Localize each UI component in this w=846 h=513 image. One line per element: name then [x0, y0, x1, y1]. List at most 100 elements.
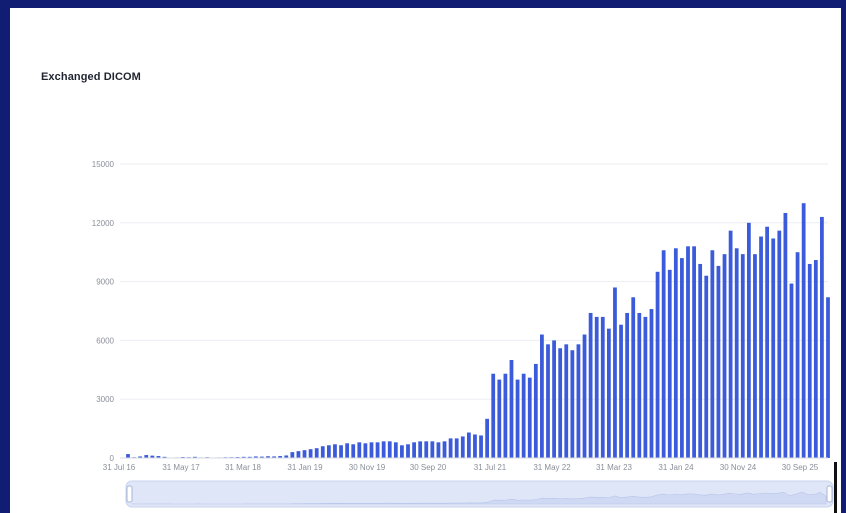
bar[interactable]: [497, 379, 502, 458]
bar[interactable]: [296, 451, 301, 458]
bar[interactable]: [418, 441, 423, 458]
bar[interactable]: [381, 441, 386, 458]
bar[interactable]: [466, 432, 471, 458]
bar[interactable]: [655, 271, 660, 458]
bar[interactable]: [272, 456, 276, 458]
bar[interactable]: [576, 344, 581, 458]
bar[interactable]: [473, 434, 477, 458]
bar[interactable]: [643, 316, 648, 458]
bar[interactable]: [375, 442, 380, 458]
bar[interactable]: [454, 438, 459, 458]
bar[interactable]: [442, 441, 447, 458]
bar[interactable]: [765, 226, 770, 458]
bar[interactable]: [150, 455, 155, 458]
bar[interactable]: [266, 456, 270, 458]
bar[interactable]: [631, 297, 636, 458]
bar[interactable]: [138, 456, 143, 458]
bar[interactable]: [387, 441, 392, 458]
bar[interactable]: [515, 379, 520, 458]
bar[interactable]: [284, 455, 289, 458]
bar[interactable]: [436, 442, 441, 458]
bar[interactable]: [247, 456, 252, 458]
bar[interactable]: [619, 324, 623, 458]
bar[interactable]: [540, 334, 544, 458]
bar[interactable]: [734, 248, 739, 458]
bar[interactable]: [680, 258, 684, 458]
bar[interactable]: [740, 254, 745, 458]
bar[interactable]: [253, 456, 258, 458]
bar[interactable]: [771, 238, 776, 458]
bar[interactable]: [594, 316, 599, 458]
bar[interactable]: [406, 444, 410, 458]
bar[interactable]: [320, 446, 325, 458]
bar[interactable]: [692, 246, 696, 458]
bar[interactable]: [302, 450, 307, 458]
bar[interactable]: [156, 456, 161, 458]
bar[interactable]: [807, 263, 812, 458]
bar[interactable]: [704, 275, 709, 458]
bar[interactable]: [564, 344, 569, 458]
bar[interactable]: [649, 309, 654, 458]
bar[interactable]: [710, 250, 715, 458]
bar[interactable]: [570, 350, 575, 458]
bar[interactable]: [600, 316, 605, 458]
bar[interactable]: [314, 448, 319, 458]
bar[interactable]: [460, 436, 465, 458]
bar[interactable]: [777, 230, 782, 458]
bar[interactable]: [546, 344, 550, 458]
bar[interactable]: [722, 254, 727, 458]
bar[interactable]: [637, 312, 642, 458]
bar[interactable]: [613, 287, 617, 458]
bar[interactable]: [393, 442, 398, 458]
bar[interactable]: [789, 283, 794, 458]
bar[interactable]: [728, 230, 733, 458]
bar[interactable]: [753, 254, 757, 458]
bar[interactable]: [813, 260, 818, 458]
bar[interactable]: [552, 340, 556, 458]
bar[interactable]: [430, 441, 435, 458]
range-selector[interactable]: [125, 480, 834, 508]
bar[interactable]: [716, 265, 721, 458]
bar[interactable]: [820, 216, 824, 458]
bar[interactable]: [533, 363, 538, 458]
bar[interactable]: [448, 438, 453, 458]
range-handle-right[interactable]: [826, 485, 833, 503]
bar[interactable]: [527, 377, 532, 458]
bar[interactable]: [588, 312, 593, 458]
bar[interactable]: [241, 456, 246, 458]
range-handle-left[interactable]: [126, 485, 133, 503]
bar[interactable]: [369, 442, 374, 458]
bar[interactable]: [339, 445, 343, 458]
bar[interactable]: [479, 435, 483, 458]
bar[interactable]: [193, 456, 197, 458]
bar[interactable]: [686, 246, 690, 458]
bar[interactable]: [345, 443, 350, 458]
bar[interactable]: [826, 297, 830, 458]
bar[interactable]: [667, 269, 672, 458]
bar[interactable]: [783, 213, 788, 458]
bar[interactable]: [795, 252, 800, 458]
bar[interactable]: [801, 203, 806, 458]
bar[interactable]: [759, 236, 763, 458]
bar[interactable]: [491, 373, 496, 458]
bar[interactable]: [521, 373, 526, 458]
bar[interactable]: [333, 444, 337, 458]
bar[interactable]: [673, 248, 678, 458]
bar[interactable]: [400, 445, 404, 458]
bar[interactable]: [503, 373, 508, 458]
bar[interactable]: [582, 334, 587, 458]
bar[interactable]: [625, 312, 630, 458]
bar[interactable]: [558, 348, 563, 458]
bar[interactable]: [698, 263, 703, 458]
bar[interactable]: [126, 454, 130, 458]
bar[interactable]: [412, 442, 416, 458]
bar[interactable]: [363, 443, 368, 458]
bar[interactable]: [509, 360, 514, 458]
bar[interactable]: [661, 250, 666, 458]
scrollbar[interactable]: [834, 462, 837, 513]
bar[interactable]: [162, 456, 167, 458]
bar[interactable]: [746, 222, 751, 458]
bar[interactable]: [308, 449, 313, 458]
bar[interactable]: [290, 452, 295, 458]
bar[interactable]: [485, 418, 490, 458]
